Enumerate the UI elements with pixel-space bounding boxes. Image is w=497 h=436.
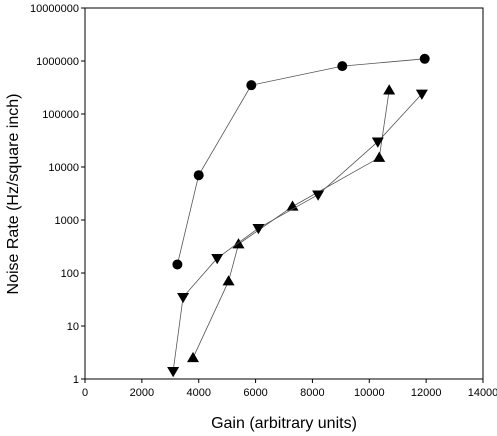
x-tick-label: 0 xyxy=(82,387,88,399)
data-point xyxy=(286,200,299,211)
x-axis-label: Gain (arbitrary units) xyxy=(211,415,357,432)
data-point xyxy=(246,80,257,91)
data-point xyxy=(222,275,235,286)
data-point xyxy=(211,254,224,265)
data-point xyxy=(383,84,396,95)
y-tick-label: 1 xyxy=(73,374,79,386)
chart-series xyxy=(167,53,430,378)
y-tick-label: 10000 xyxy=(48,162,79,174)
plot-area-frame xyxy=(84,7,484,380)
data-point xyxy=(232,238,245,249)
chart-axes xyxy=(84,7,484,380)
data-point xyxy=(371,137,384,148)
data-point xyxy=(312,190,325,201)
x-tick-label: 6000 xyxy=(243,387,267,399)
x-tick-label: 12000 xyxy=(411,387,442,399)
data-point xyxy=(177,292,190,304)
x-tick-label: 4000 xyxy=(186,387,210,399)
data-point xyxy=(172,259,183,270)
data-point xyxy=(193,170,204,181)
x-tick-label: 8000 xyxy=(300,387,324,399)
data-point xyxy=(187,351,200,363)
y-tick-label: 1000000 xyxy=(36,56,79,68)
data-point xyxy=(419,53,430,64)
x-tick-label: 2000 xyxy=(130,387,154,399)
data-point xyxy=(252,224,265,235)
chart-ticks: 0 2000 4000 6000 8000 10000 12000 14000 1 10 100 10… xyxy=(30,3,497,399)
y-tick-label: 100000 xyxy=(42,109,79,121)
series-line xyxy=(192,90,390,359)
y-tick-label: 100 xyxy=(61,268,79,280)
y-tick-label: 10 xyxy=(67,321,79,333)
series-line xyxy=(172,93,423,372)
data-point xyxy=(337,61,348,72)
series-triangle-up xyxy=(187,84,396,363)
series-circle xyxy=(172,53,430,270)
y-axis-label: Noise Rate (Hz/square inch) xyxy=(5,94,22,295)
y-tick-label: 10000000 xyxy=(30,3,79,15)
y-tick-label: 1000 xyxy=(55,215,79,227)
x-tick-label: 14000 xyxy=(468,387,497,399)
data-point xyxy=(167,367,180,378)
x-tick-label: 10000 xyxy=(354,387,385,399)
series-triangle-down xyxy=(167,89,428,378)
data-point xyxy=(373,151,386,162)
data-point xyxy=(415,89,428,100)
